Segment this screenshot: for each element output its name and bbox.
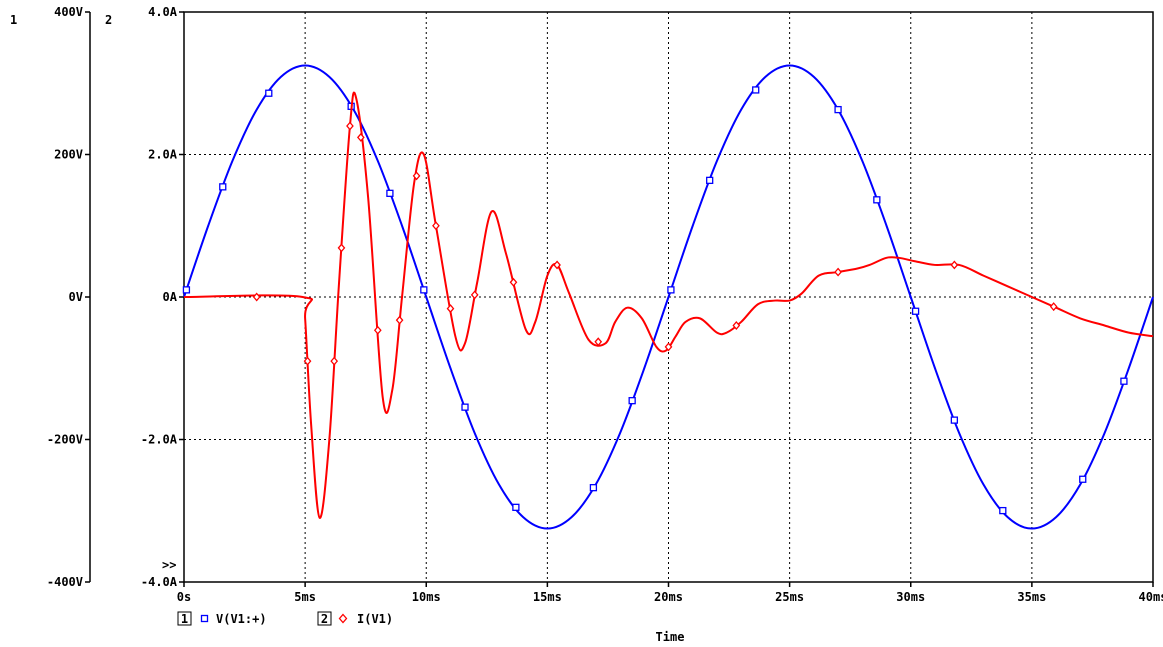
series-marker xyxy=(589,484,598,492)
y-axis-2-tick-label: -4.0A xyxy=(141,575,178,589)
axes: 0s 5ms 10ms 15ms 20ms 25ms 30ms 35ms 40ms 400V 200… xyxy=(47,5,1163,604)
y-axis-1-number: 1 xyxy=(10,13,17,27)
axis-selector-marker: >> xyxy=(162,558,176,572)
x-tick-label: 15ms xyxy=(533,590,562,604)
legend-badge-1 xyxy=(177,611,192,626)
series-marker xyxy=(732,321,741,330)
y-axis-1-tick-label: 200V xyxy=(54,148,83,162)
series-marker xyxy=(412,171,421,181)
series-marker xyxy=(395,315,404,325)
series-marker xyxy=(182,286,191,294)
y-axis-2-tick-label: 0A xyxy=(163,290,178,304)
y-axis-2-tick-label: 4.0A xyxy=(148,5,178,19)
legend-badge-1-label: 1 xyxy=(181,612,188,626)
x-tick-label: 40ms xyxy=(1139,590,1163,604)
series-marker xyxy=(911,307,920,315)
y-axis-2-tick-label: 2.0A xyxy=(148,148,178,162)
series-marker xyxy=(386,189,394,197)
series-marker xyxy=(470,290,479,300)
legend-label-i: I(V1) xyxy=(357,612,393,626)
series-marker xyxy=(252,292,261,302)
series-marker xyxy=(664,342,673,352)
series-marker xyxy=(337,243,346,253)
series-marker xyxy=(446,304,455,314)
x-axis-title: Time xyxy=(656,630,685,644)
x-tick-label: 20ms xyxy=(654,590,683,604)
series-marker xyxy=(509,277,518,287)
legend-label-v: V(V1:+) xyxy=(216,612,267,626)
series-marker xyxy=(373,325,382,335)
series-marker xyxy=(553,260,561,270)
x-tick-label: 35ms xyxy=(1017,590,1046,604)
series-marker xyxy=(706,176,714,185)
series-marker xyxy=(999,506,1007,515)
y-axis-1-tick-label: 0V xyxy=(69,290,83,304)
series-marker xyxy=(834,267,842,277)
legend-badge-2-label: 2 xyxy=(321,612,328,626)
series-marker xyxy=(346,121,354,131)
series-marker xyxy=(420,286,428,294)
series-marker xyxy=(356,132,365,142)
series-marker xyxy=(834,105,842,114)
series-marker xyxy=(950,416,959,424)
y-axis-2-tick-label: -2.0A xyxy=(141,433,178,447)
series-marker xyxy=(265,89,273,97)
legend-badge-2 xyxy=(317,611,332,626)
series-layer xyxy=(182,64,1154,530)
series-line xyxy=(183,64,1154,530)
series-marker xyxy=(1049,302,1058,312)
x-tick-label: 5ms xyxy=(294,590,316,604)
x-tick-label: 30ms xyxy=(896,590,925,604)
y-axis-2-number: 2 xyxy=(105,13,112,27)
legend-marker-v xyxy=(200,614,209,623)
series-marker xyxy=(628,397,636,405)
y-axis-1-tick-label: -200V xyxy=(47,433,83,447)
series-marker xyxy=(667,286,675,294)
series-marker xyxy=(432,221,440,231)
series-marker xyxy=(950,260,959,270)
series-marker xyxy=(303,356,312,366)
series-marker xyxy=(219,183,227,191)
x-tick-label: 10ms xyxy=(412,590,441,604)
series-marker xyxy=(330,356,339,366)
series-line xyxy=(183,91,1154,519)
series-marker xyxy=(461,403,469,411)
legend-marker-i xyxy=(338,613,348,624)
series-marker xyxy=(1079,475,1087,483)
x-tick-label: 0s xyxy=(177,590,191,604)
series-marker xyxy=(752,86,760,94)
y-axis-1-tick-label: 400V xyxy=(54,5,83,19)
series-marker xyxy=(1120,377,1128,385)
series-marker xyxy=(873,196,881,204)
series-marker xyxy=(512,503,520,511)
series-2 xyxy=(183,91,1154,519)
legend: 1 V(V1:+) 2 I(V1) xyxy=(177,611,393,626)
x-tick-label: 25ms xyxy=(775,590,804,604)
y-axis-1-tick-label: -400V xyxy=(47,575,83,589)
series-1 xyxy=(182,64,1154,530)
series-marker xyxy=(594,337,603,347)
